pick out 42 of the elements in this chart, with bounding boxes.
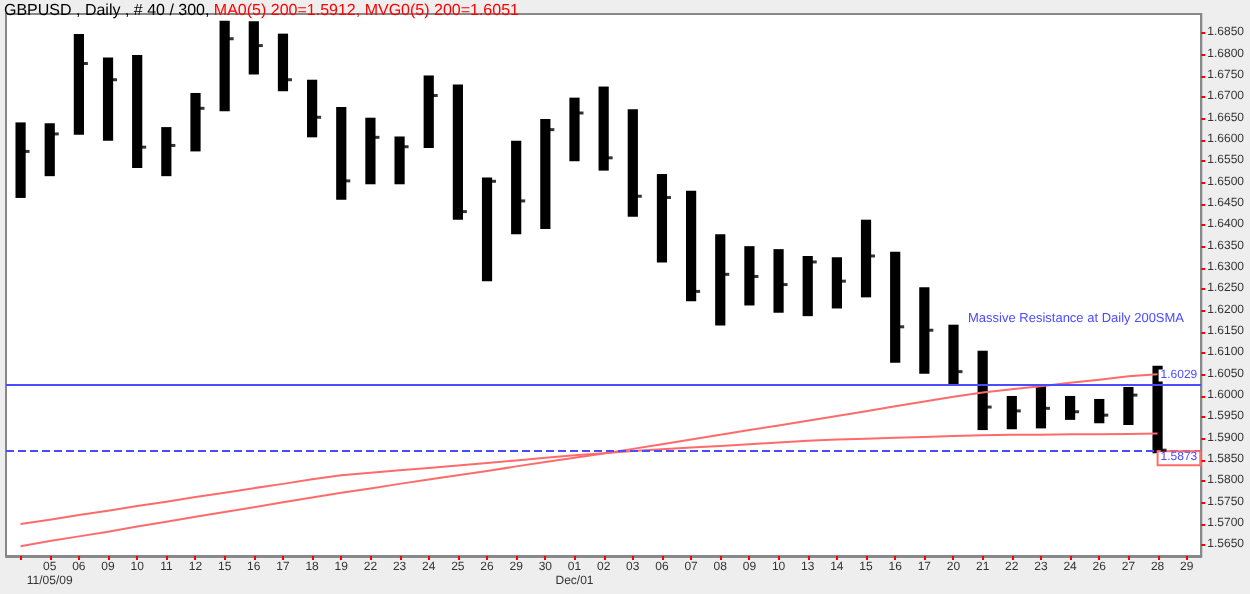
bar <box>860 219 872 298</box>
bar <box>481 177 493 282</box>
bar <box>102 57 114 141</box>
bar <box>540 118 551 230</box>
bar <box>190 92 201 152</box>
bar <box>1123 387 1134 425</box>
bar <box>948 324 959 385</box>
bar <box>73 34 84 135</box>
bar <box>423 75 434 149</box>
bar <box>919 287 930 374</box>
bar <box>656 174 668 263</box>
bar <box>1006 395 1017 430</box>
bar <box>1094 398 1105 424</box>
chart-subtitle: MA0(5) 200=1.5912, MVG0(5) 200=1.6051 <box>213 1 521 19</box>
bar <box>365 117 376 185</box>
bar <box>569 97 580 162</box>
bar <box>890 251 901 363</box>
bar <box>1065 395 1076 420</box>
bar <box>511 140 522 235</box>
bar <box>977 350 988 431</box>
bar <box>219 20 230 112</box>
chart-title: GBPUSD , Daily , # 40 / 300, <box>4 1 210 19</box>
bar <box>773 249 784 313</box>
bar <box>452 84 463 220</box>
bar <box>44 123 55 177</box>
bar <box>336 107 347 200</box>
bar <box>831 257 842 309</box>
bar <box>132 54 143 169</box>
bar <box>161 127 172 177</box>
bar <box>627 109 638 217</box>
bar <box>1035 384 1047 429</box>
bar <box>248 21 259 75</box>
bar <box>598 86 609 171</box>
bar <box>307 79 318 138</box>
bar <box>394 136 405 185</box>
bar <box>802 255 813 317</box>
bar <box>1152 365 1163 454</box>
bar <box>686 190 697 302</box>
bar <box>715 234 726 326</box>
bar <box>744 246 755 306</box>
bar <box>277 33 289 92</box>
bar <box>15 122 26 198</box>
